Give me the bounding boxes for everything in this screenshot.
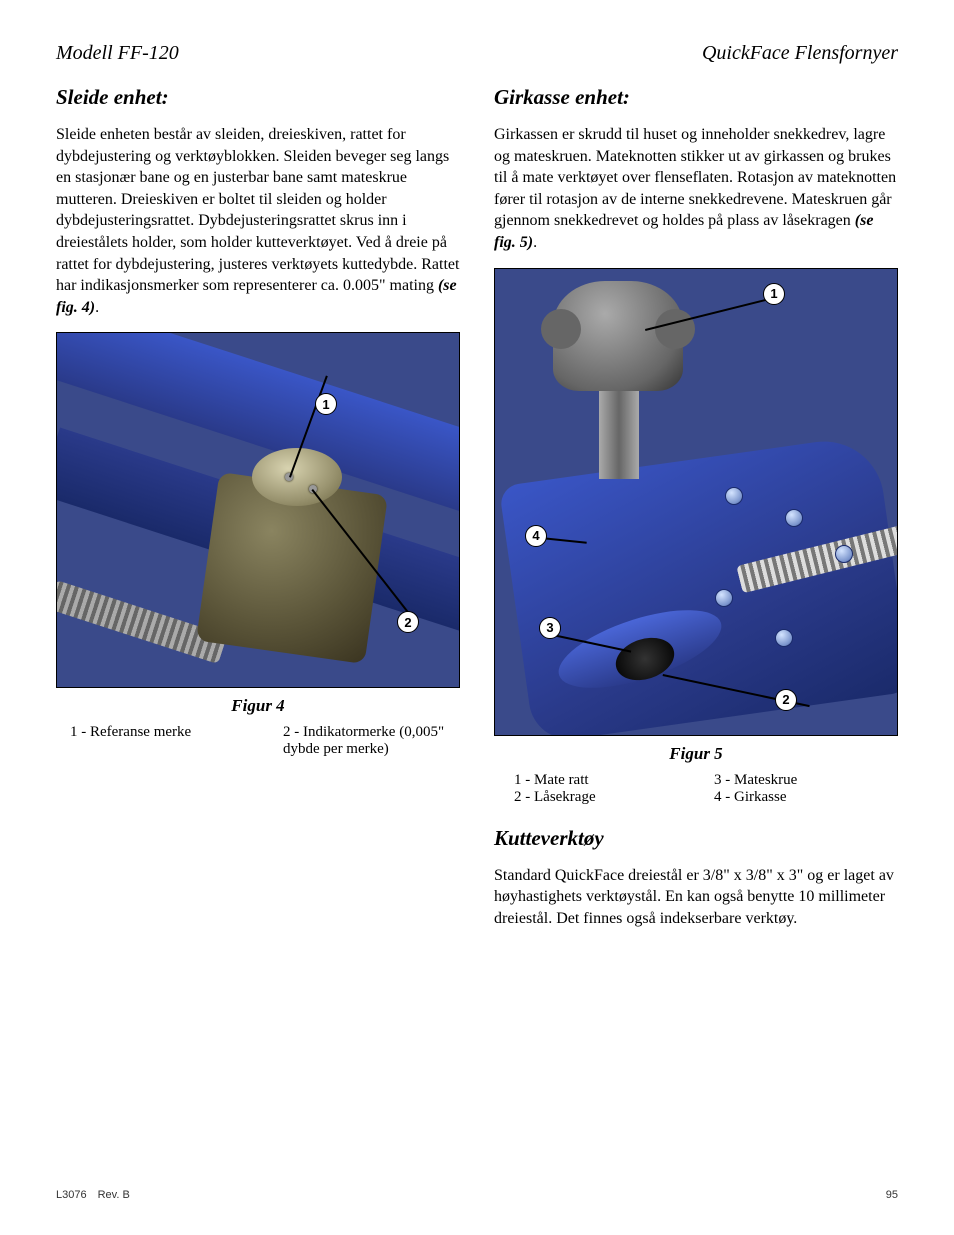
fig5-bolt bbox=[785, 509, 803, 527]
paragraph-girkasse-text: Girkassen er skrudd til huset og innehol… bbox=[494, 126, 896, 229]
heading-girkasse: Girkasse enhet: bbox=[494, 85, 898, 110]
heading-kutteverktoy: Kutteverktøy bbox=[494, 826, 898, 851]
paragraph-girkasse: Girkassen er skrudd til huset og innehol… bbox=[494, 124, 898, 254]
fig5-legend-2: 2 - Låsekrage bbox=[514, 789, 674, 806]
fig5-bolt bbox=[775, 629, 793, 647]
paragraph-sleide-text: Sleide enheten består av sleiden, dreies… bbox=[56, 126, 459, 294]
left-column: Sleide enhet: Sleide enheten består av s… bbox=[56, 85, 460, 943]
fig5-bolt bbox=[835, 545, 853, 563]
fig5-callout-4: 4 bbox=[525, 525, 547, 547]
figure-4-legend: 1 - Referanse merke 2 - Indikatormerke (… bbox=[56, 724, 460, 758]
fig5-bolt bbox=[715, 589, 733, 607]
fig5-legend-3: 3 - Mateskrue bbox=[714, 772, 874, 789]
figure-5-caption: Figur 5 bbox=[494, 744, 898, 764]
fig5-legend-4: 4 - Girkasse bbox=[714, 789, 874, 806]
fig5-legend-1: 1 - Mate ratt bbox=[514, 772, 674, 789]
fig5-callout-2: 2 bbox=[775, 689, 797, 711]
figure-5-legend: 1 - Mate ratt 2 - Låsekrage 3 - Mateskru… bbox=[494, 772, 898, 806]
right-column: Girkasse enhet: Girkassen er skrudd til … bbox=[494, 85, 898, 943]
paragraph-kutteverktoy: Standard QuickFace dreiestål er 3/8" x 3… bbox=[494, 865, 898, 930]
page-footer: L3076 Rev. B 95 bbox=[56, 1189, 898, 1201]
fig5-legend-right: 3 - Mateskrue 4 - Girkasse bbox=[714, 772, 874, 806]
fig4-callout-2: 2 bbox=[397, 611, 419, 633]
figure-4-caption: Figur 4 bbox=[56, 696, 460, 716]
header-right: QuickFace Flensfornyer bbox=[702, 42, 898, 65]
fig5-callout-3: 3 bbox=[539, 617, 561, 639]
header-left: Modell FF-120 bbox=[56, 42, 179, 65]
fig4-legend-1: 1 - Referanse merke bbox=[70, 724, 247, 758]
footer-left: L3076 Rev. B bbox=[56, 1189, 130, 1201]
fig5-bolt bbox=[725, 487, 743, 505]
figure-5: 1 2 3 4 bbox=[494, 268, 898, 736]
fig5-knob-stem bbox=[599, 379, 639, 479]
fig5-legend-left: 1 - Mate ratt 2 - Låsekrage bbox=[514, 772, 674, 806]
figure-4: 1 2 bbox=[56, 332, 460, 688]
content-columns: Sleide enhet: Sleide enheten består av s… bbox=[56, 85, 898, 943]
footer-page-number: 95 bbox=[886, 1189, 898, 1201]
page-header: Modell FF-120 QuickFace Flensfornyer bbox=[56, 42, 898, 65]
fig5-feed-knob bbox=[553, 281, 683, 391]
paragraph-sleide: Sleide enheten består av sleiden, dreies… bbox=[56, 124, 460, 318]
fig5-gearbox-body bbox=[499, 433, 898, 735]
heading-sleide: Sleide enhet: bbox=[56, 85, 460, 110]
fig5-callout-1: 1 bbox=[763, 283, 785, 305]
fig4-legend-2: 2 - Indikatormerke (0,005" dybde per mer… bbox=[277, 724, 460, 758]
